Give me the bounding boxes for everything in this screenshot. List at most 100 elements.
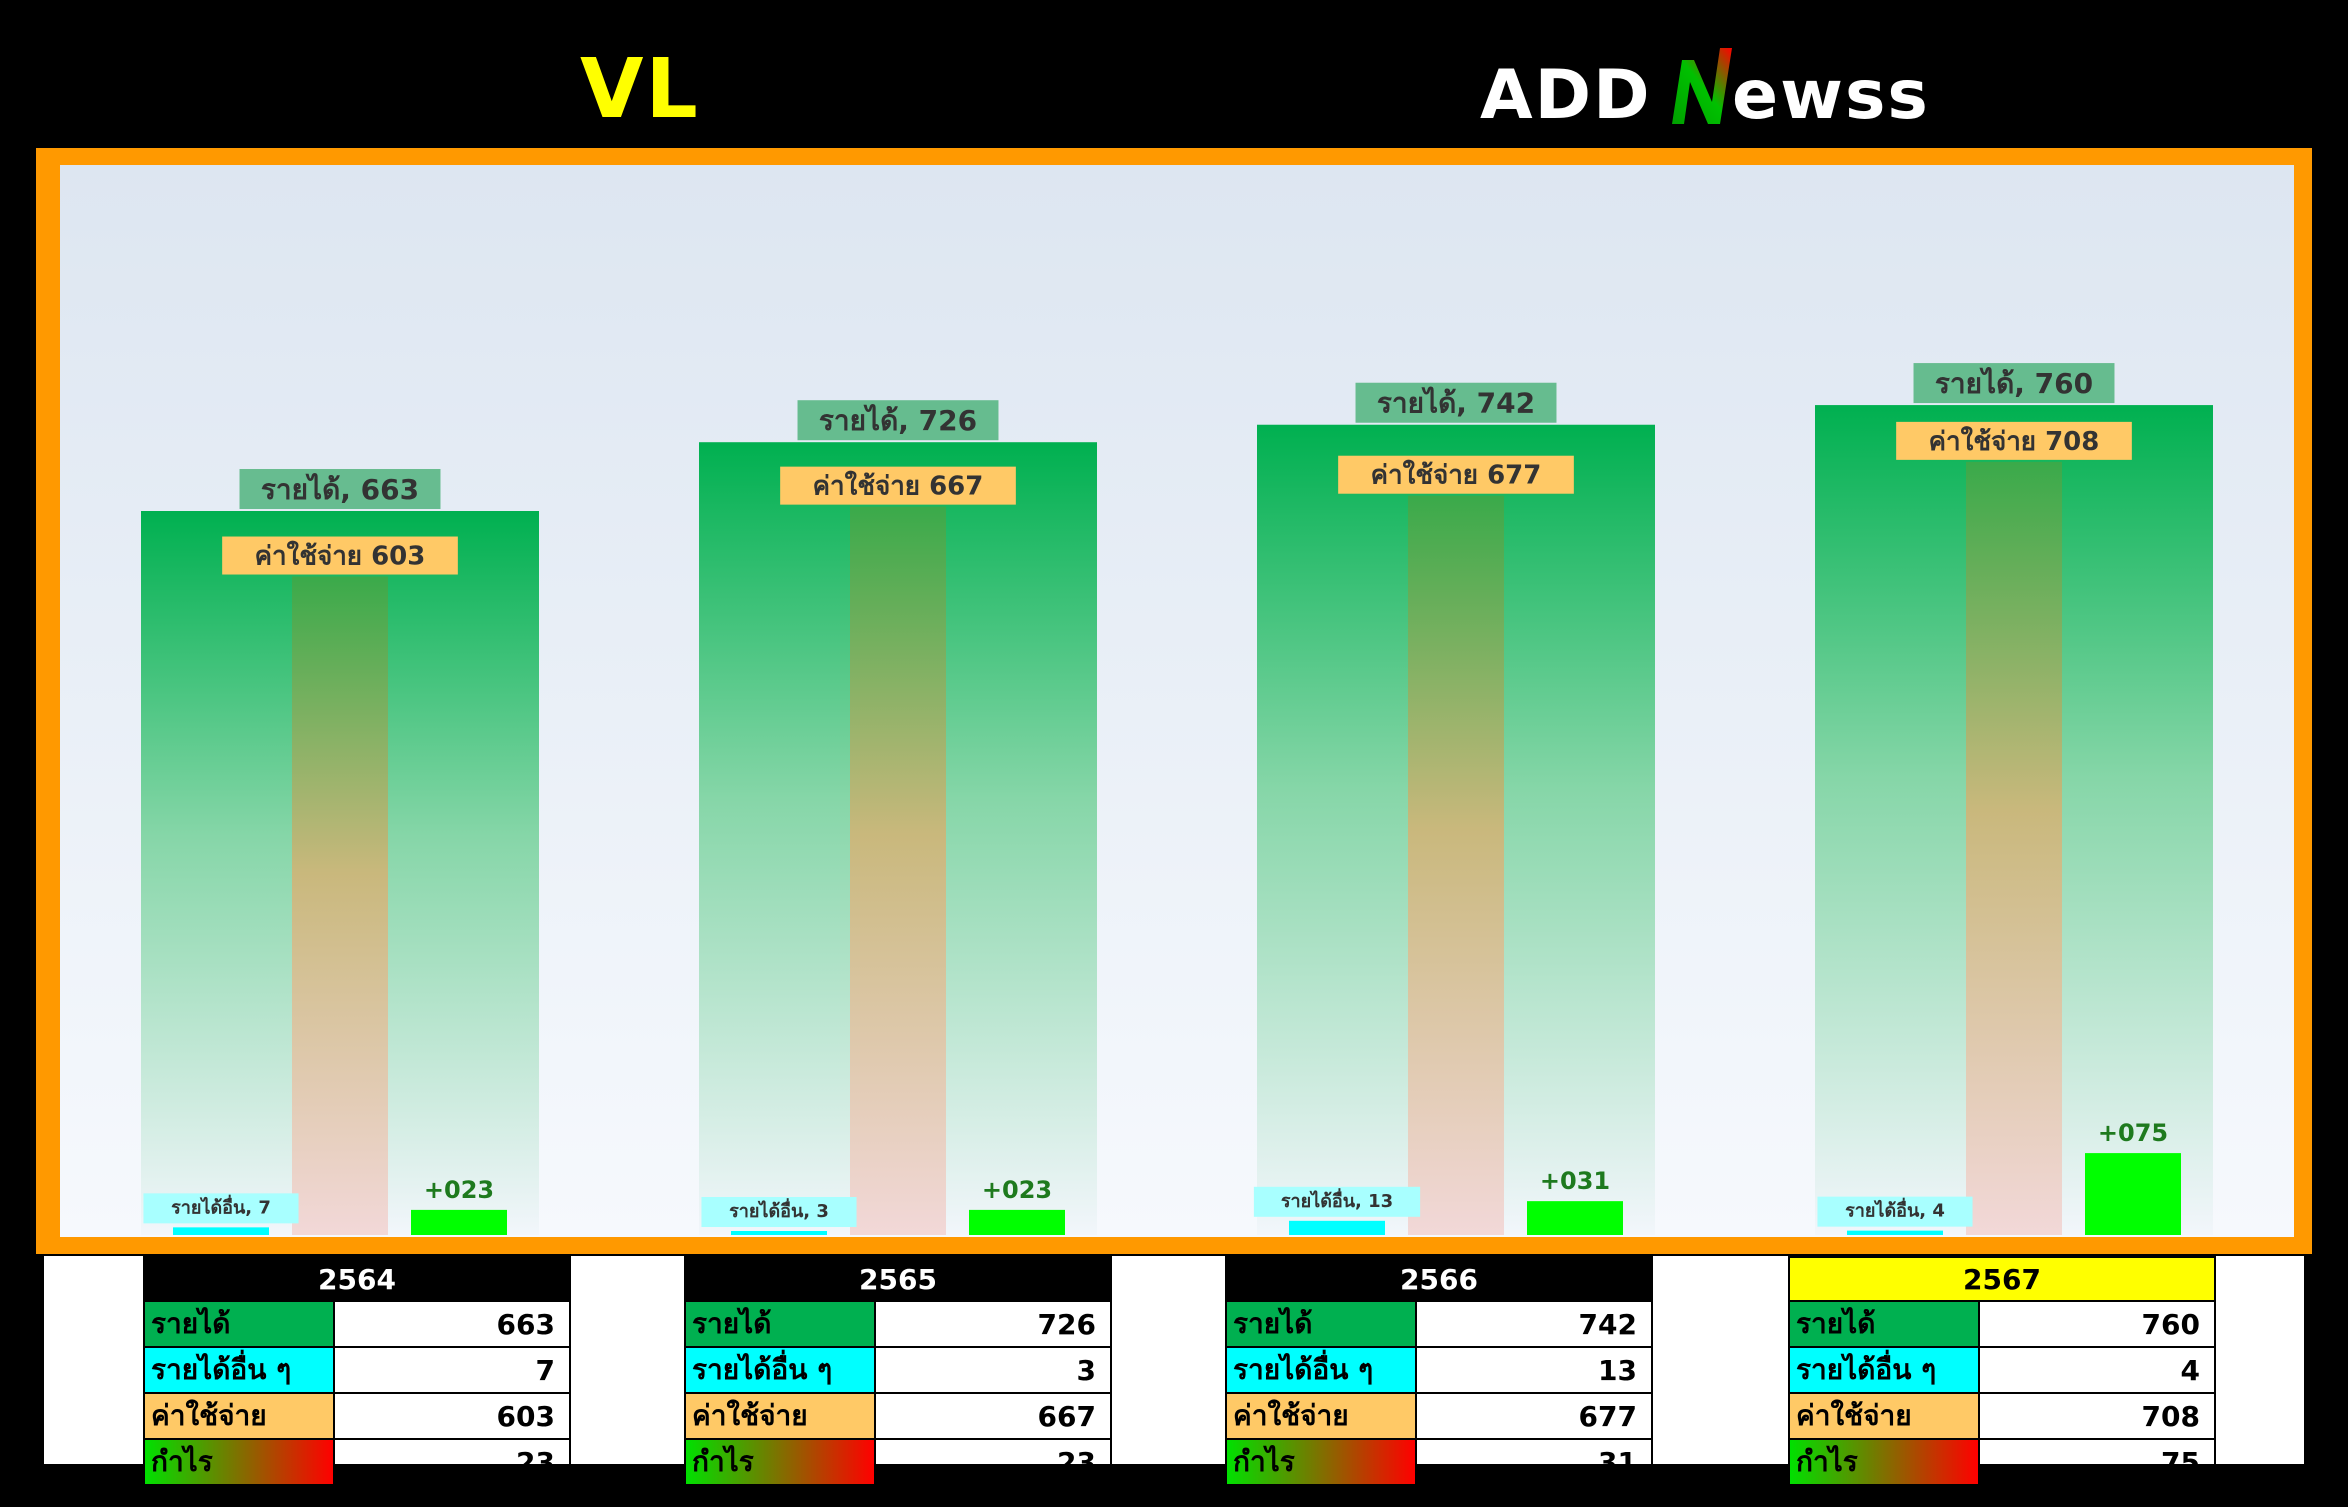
profit-data-label: +023 [982,1176,1052,1204]
summary-tables: 2564 รายได้ 663 รายได้อื่น ๆ 7 ค่าใช้จ่าย 603 ก… [44,1256,2304,1486]
row-label: ค่าใช้จ่าย [1788,1392,1980,1440]
expense-bar [1966,461,2062,1235]
svg-text:รายได้อื่น, 7: รายได้อื่น, 7 [171,1194,271,1218]
row-label: รายได้อื่น ๆ [143,1346,335,1394]
svg-text:+023: +023 [424,1176,494,1204]
svg-text:ค่าใช้จ่าย 708: ค่าใช้จ่าย 708 [1929,426,2100,457]
bar-group-2566: รายได้, 742 ค่าใช้จ่าย 677 รายได้อื่น, 13 +… [1253,382,1655,1236]
expense-bar [292,576,388,1235]
expense-data-label: ค่าใช้จ่าย 667 [780,466,1016,505]
svg-text:+075: +075 [2098,1119,2168,1147]
row-label: รายได้ [684,1300,876,1348]
row-label: กำไร [143,1438,335,1486]
other-income-data-label: รายได้อื่น, 7 [143,1193,299,1224]
bar-group-2567: รายได้, 760 ค่าใช้จ่าย 708 รายได้อื่น, 4 +0… [1815,363,2213,1235]
row-value: 3 [874,1346,1112,1394]
row-value: 13 [1415,1346,1653,1394]
row-value: 23 [333,1438,571,1486]
table-row: รายได้ 760 [1788,1300,2216,1348]
row-value: 760 [1978,1300,2216,1348]
expense-data-label: ค่าใช้จ่าย 603 [222,536,458,575]
svg-text:รายได้, 742: รายได้, 742 [1377,387,1535,420]
row-label: ค่าใช้จ่าย [684,1392,876,1440]
year-table-2566: 2566 รายได้ 742 รายได้อื่น ๆ 13 ค่าใช้จ่าย 677… [1225,1256,1653,1486]
table-row: กำไร 31 [1225,1438,1653,1486]
table-row: รายได้อื่น ๆ 13 [1225,1346,1653,1394]
year-header: 2567 [1788,1256,2216,1302]
row-value: 23 [874,1438,1112,1486]
other-income-bar [731,1231,827,1235]
year-table-2565: 2565 รายได้ 726 รายได้อื่น ๆ 3 ค่าใช้จ่าย 667 ก… [684,1256,1112,1486]
row-value: 663 [333,1300,571,1348]
svg-text:รายได้อื่น, 4: รายได้อื่น, 4 [1845,1198,1945,1222]
chart-plot-area: รายได้, 663 ค่าใช้จ่าย 603 รายได้อื่น, 7 +0… [60,165,2294,1237]
row-value: 667 [874,1392,1112,1440]
row-value: 75 [1978,1438,2216,1486]
row-value: 742 [1415,1300,1653,1348]
row-value: 31 [1415,1438,1653,1486]
row-label: ค่าใช้จ่าย [143,1392,335,1440]
svg-text:ewss: ewss [1732,56,1930,135]
table-row: ค่าใช้จ่าย 603 [143,1392,571,1440]
row-label: รายได้ [1225,1300,1417,1348]
table-row: กำไร 23 [684,1438,1112,1486]
other-income-data-label: รายได้อื่น, 3 [701,1197,857,1227]
expense-data-label: ค่าใช้จ่าย 677 [1338,455,1574,494]
row-value: 708 [1978,1392,2216,1440]
table-row: รายได้ 742 [1225,1300,1653,1348]
svg-text:+031: +031 [1540,1167,1610,1195]
row-label: ค่าใช้จ่าย [1225,1392,1417,1440]
year-header: 2565 [684,1256,1112,1302]
table-row: รายได้ 726 [684,1300,1112,1348]
other-income-bar [1847,1230,1943,1235]
svg-text:รายได้อื่น, 3: รายได้อื่น, 3 [729,1198,829,1222]
expense-bar [850,506,946,1235]
table-row: กำไร 75 [1788,1438,2216,1486]
revenue-data-label: รายได้, 760 [1913,363,2115,404]
profit-bar [1527,1201,1623,1235]
table-row: ค่าใช้จ่าย 667 [684,1392,1112,1440]
bar-group-2565: รายได้, 726 ค่าใช้จ่าย 667 รายได้อื่น, 3 +0… [699,400,1097,1235]
table-row: กำไร 23 [143,1438,571,1486]
svg-text:รายได้, 760: รายได้, 760 [1935,367,2093,400]
year-table-2564: 2564 รายได้ 663 รายได้อื่น ๆ 7 ค่าใช้จ่าย 603 ก… [143,1256,571,1486]
bar-group-2564: รายได้, 663 ค่าใช้จ่าย 603 รายได้อื่น, 7 +0… [141,469,539,1235]
row-label: รายได้อื่น ๆ [1788,1346,1980,1394]
svg-text:รายได้อื่น, 13: รายได้อื่น, 13 [1281,1188,1393,1212]
profit-bar [969,1209,1065,1235]
revenue-data-label: รายได้, 742 [1355,382,1557,423]
profit-data-label: +075 [2098,1119,2168,1147]
year-table-2567: 2567 รายได้ 760 รายได้อื่น ๆ 4 ค่าใช้จ่าย 708 ก… [1788,1256,2216,1486]
profit-bar [2085,1153,2181,1235]
profit-data-label: +023 [424,1176,494,1204]
row-label: รายได้ [1788,1300,1980,1348]
svg-text:+023: +023 [982,1176,1052,1204]
table-row: ค่าใช้จ่าย 708 [1788,1392,2216,1440]
row-label: รายได้อื่น ๆ [684,1346,876,1394]
profit-bar [411,1209,507,1235]
row-value: 677 [1415,1392,1653,1440]
profit-data-label: +031 [1540,1167,1610,1195]
other-income-bar [1289,1220,1385,1235]
svg-text:ADD: ADD [1480,56,1652,135]
other-income-data-label: รายได้อื่น, 13 [1253,1186,1421,1217]
row-value: 726 [874,1300,1112,1348]
row-label: รายได้ [143,1300,335,1348]
row-value: 4 [1978,1346,2216,1394]
addnewss-logo: ADD ewss [1480,48,1930,135]
year-header: 2564 [143,1256,571,1302]
svg-text:ค่าใช้จ่าย 677: ค่าใช้จ่าย 677 [1371,460,1542,491]
row-label: กำไร [684,1438,876,1486]
svg-text:รายได้, 663: รายได้, 663 [261,473,419,506]
svg-text:รายได้, 726: รายได้, 726 [819,404,977,437]
expense-data-label: ค่าใช้จ่าย 708 [1896,421,2132,460]
svg-text:ค่าใช้จ่าย 667: ค่าใช้จ่าย 667 [813,471,984,502]
table-row: ค่าใช้จ่าย 677 [1225,1392,1653,1440]
ticker-symbol: VL [580,42,700,137]
year-header: 2566 [1225,1256,1653,1302]
row-label: รายได้อื่น ๆ [1225,1346,1417,1394]
bar-chart: รายได้, 663 ค่าใช้จ่าย 603 รายได้อื่น, 7 +0… [141,363,2213,1236]
